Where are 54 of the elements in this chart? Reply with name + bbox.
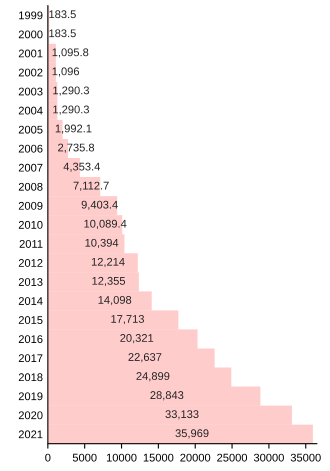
- data-label: 1,096: [52, 67, 80, 77]
- data-label: 20,321: [120, 334, 154, 344]
- y-tick-label: 2006: [18, 144, 43, 153]
- y-tick-label: 1999: [19, 11, 42, 20]
- y-tick-label: 2016: [18, 335, 43, 344]
- x-tick-label: 20000: [180, 454, 210, 462]
- data-label: 28,843: [150, 391, 184, 400]
- data-label: 4,353.4: [64, 162, 100, 172]
- data-label: 1,290.3: [53, 106, 89, 115]
- x-tick-label: 0: [45, 454, 51, 462]
- y-tick-label: 2000: [18, 30, 43, 38]
- y-tick-label: 2008: [18, 182, 43, 191]
- x-tick-label: 5000: [72, 454, 97, 462]
- data-label: 12,214: [92, 258, 125, 268]
- data-label: 1,992.1: [56, 124, 92, 134]
- y-tick-label: 2005: [18, 126, 43, 134]
- y-tick-label: 2013: [18, 278, 43, 286]
- data-label: 1,290.3: [53, 86, 89, 96]
- x-tick-label: 25000: [217, 454, 248, 462]
- data-label: 9,403.4: [82, 200, 118, 210]
- x-tick-label: 30000: [254, 454, 284, 462]
- data-label: 10,394: [85, 238, 118, 248]
- data-label: 33,133: [165, 410, 199, 420]
- y-tick-label: 2019: [18, 392, 42, 400]
- data-label: 14,098: [98, 296, 132, 306]
- y-tick-label: 2009: [18, 202, 42, 210]
- y-tick-label: 2012: [18, 259, 42, 267]
- data-label: 24,899: [136, 372, 170, 382]
- x-tick-label: 35000: [290, 454, 321, 462]
- data-label: 10,089.4: [84, 220, 126, 229]
- data-label: 12,355: [92, 276, 126, 286]
- y-tick-label: 2007: [18, 164, 42, 172]
- data-label: 2,735.8: [58, 144, 94, 153]
- y-tick-label: 2014: [18, 297, 43, 305]
- data-label: 35,969: [175, 429, 209, 438]
- y-tick-label: 2018: [18, 373, 43, 382]
- data-label: 183.5: [49, 10, 76, 18]
- y-tick-label: 2020: [18, 411, 43, 420]
- data-label: 183.5: [49, 29, 76, 38]
- y-tick-label: 2003: [18, 88, 43, 96]
- y-tick-label: 2001: [18, 50, 42, 58]
- data-label: 17,713: [111, 315, 144, 324]
- y-tick-label: 2015: [18, 316, 43, 324]
- y-tick-label: 2021: [18, 430, 42, 438]
- data-label: 1,095.8: [52, 48, 88, 58]
- x-tick-label: 10000: [106, 454, 137, 462]
- y-tick-label: 2011: [20, 240, 42, 248]
- y-tick-label: 2004: [18, 106, 43, 115]
- x-tick-label: 15000: [144, 454, 174, 462]
- data-label: 7,112.7: [74, 182, 109, 191]
- y-tick-label: 2002: [18, 68, 42, 76]
- data-label: 22,637: [128, 353, 162, 362]
- y-tick-label: 2017: [18, 354, 42, 362]
- y-tick-label: 2010: [18, 220, 43, 229]
